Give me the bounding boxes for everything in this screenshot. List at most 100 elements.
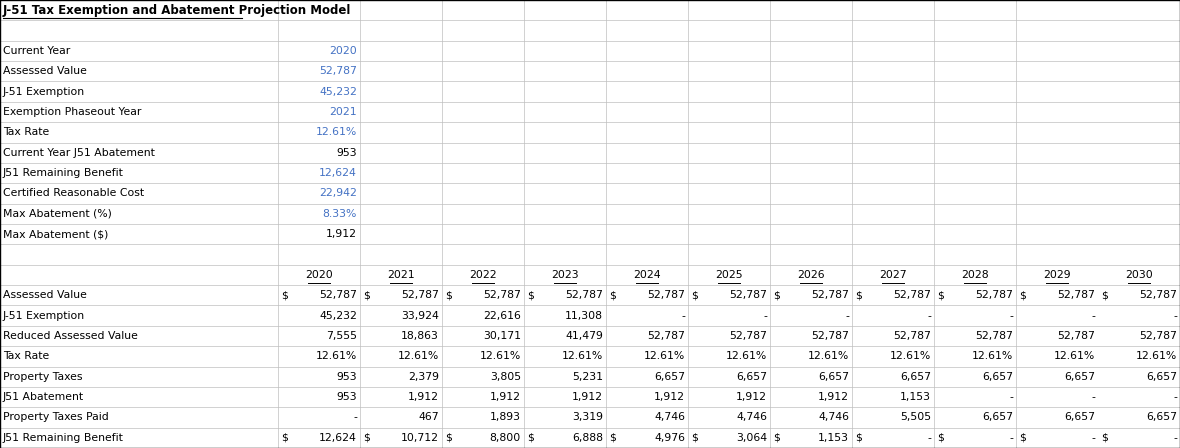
Text: 2,379: 2,379: [408, 372, 439, 382]
Text: 12.61%: 12.61%: [562, 351, 603, 362]
Text: $: $: [773, 433, 780, 443]
Text: $: $: [691, 433, 697, 443]
Text: 45,232: 45,232: [319, 86, 358, 97]
Text: 30,171: 30,171: [483, 331, 522, 341]
Text: -: -: [681, 310, 686, 321]
Text: 52,787: 52,787: [975, 290, 1012, 300]
Text: 12,624: 12,624: [319, 168, 358, 178]
Text: J-51 Exemption: J-51 Exemption: [4, 310, 85, 321]
Text: 6,657: 6,657: [982, 413, 1012, 422]
Text: 52,787: 52,787: [1139, 331, 1176, 341]
Text: 5,231: 5,231: [572, 372, 603, 382]
Text: 41,479: 41,479: [565, 331, 603, 341]
Text: $: $: [281, 290, 288, 300]
Text: 2028: 2028: [962, 270, 989, 280]
Text: 8.33%: 8.33%: [322, 209, 358, 219]
Text: 18,863: 18,863: [401, 331, 439, 341]
Text: 12.61%: 12.61%: [808, 351, 848, 362]
Text: -: -: [1009, 310, 1012, 321]
Text: 2025: 2025: [715, 270, 743, 280]
Text: 52,787: 52,787: [729, 290, 767, 300]
Text: 6,657: 6,657: [818, 372, 848, 382]
Text: J51 Remaining Benefit: J51 Remaining Benefit: [4, 433, 124, 443]
Text: 8,800: 8,800: [490, 433, 522, 443]
Text: 2022: 2022: [470, 270, 497, 280]
Text: $: $: [527, 290, 533, 300]
Text: 12.61%: 12.61%: [1135, 351, 1176, 362]
Text: 52,787: 52,787: [319, 290, 358, 300]
Text: 12.61%: 12.61%: [972, 351, 1012, 362]
Text: 12.61%: 12.61%: [316, 127, 358, 138]
Text: Max Abatement ($): Max Abatement ($): [4, 229, 109, 239]
Text: 52,787: 52,787: [1057, 331, 1095, 341]
Text: 6,657: 6,657: [900, 372, 931, 382]
Text: -: -: [1092, 310, 1095, 321]
Text: $: $: [363, 433, 369, 443]
Text: 12.61%: 12.61%: [726, 351, 767, 362]
Text: 1,912: 1,912: [654, 392, 686, 402]
Text: 52,787: 52,787: [319, 66, 358, 76]
Text: Certified Reasonable Cost: Certified Reasonable Cost: [4, 189, 144, 198]
Text: 6,657: 6,657: [1064, 413, 1095, 422]
Text: -: -: [1009, 392, 1012, 402]
Text: J51 Remaining Benefit: J51 Remaining Benefit: [4, 168, 124, 178]
Text: 1,912: 1,912: [408, 392, 439, 402]
Text: Current Year J51 Abatement: Current Year J51 Abatement: [4, 148, 155, 158]
Text: 2020: 2020: [306, 270, 333, 280]
Text: 1,153: 1,153: [818, 433, 848, 443]
Text: Max Abatement (%): Max Abatement (%): [4, 209, 112, 219]
Text: -: -: [1092, 392, 1095, 402]
Text: Current Year: Current Year: [4, 46, 71, 56]
Text: Property Taxes: Property Taxes: [4, 372, 83, 382]
Text: -: -: [927, 433, 931, 443]
Text: 12.61%: 12.61%: [644, 351, 686, 362]
Text: $: $: [527, 433, 533, 443]
Text: 52,787: 52,787: [893, 331, 931, 341]
Text: -: -: [353, 413, 358, 422]
Text: 1,153: 1,153: [900, 392, 931, 402]
Text: 52,787: 52,787: [1057, 290, 1095, 300]
Text: 2023: 2023: [551, 270, 579, 280]
Text: J-51 Exemption: J-51 Exemption: [4, 86, 85, 97]
Text: 3,805: 3,805: [490, 372, 522, 382]
Text: 4,976: 4,976: [654, 433, 686, 443]
Text: $: $: [609, 290, 616, 300]
Text: Assessed Value: Assessed Value: [4, 290, 87, 300]
Text: Reduced Assessed Value: Reduced Assessed Value: [4, 331, 138, 341]
Text: 52,787: 52,787: [565, 290, 603, 300]
Text: 2024: 2024: [634, 270, 661, 280]
Text: $: $: [445, 433, 452, 443]
Text: $: $: [1020, 290, 1025, 300]
Text: 52,787: 52,787: [729, 331, 767, 341]
Text: -: -: [927, 310, 931, 321]
Text: 12.61%: 12.61%: [480, 351, 522, 362]
Text: 52,787: 52,787: [1139, 290, 1176, 300]
Text: Exemption Phaseout Year: Exemption Phaseout Year: [4, 107, 142, 117]
Text: 52,787: 52,787: [811, 290, 848, 300]
Text: 4,746: 4,746: [654, 413, 686, 422]
Text: Property Taxes Paid: Property Taxes Paid: [4, 413, 109, 422]
Text: 52,787: 52,787: [811, 331, 848, 341]
Text: 22,616: 22,616: [483, 310, 522, 321]
Text: 2021: 2021: [329, 107, 358, 117]
Text: J-51 Tax Exemption and Abatement Projection Model: J-51 Tax Exemption and Abatement Project…: [4, 4, 352, 17]
Text: Tax Rate: Tax Rate: [4, 351, 50, 362]
Text: $: $: [1101, 290, 1108, 300]
Text: 2020: 2020: [329, 46, 358, 56]
Text: $: $: [445, 290, 452, 300]
Text: $: $: [609, 433, 616, 443]
Text: 52,787: 52,787: [647, 290, 686, 300]
Text: 45,232: 45,232: [319, 310, 358, 321]
Text: 3,064: 3,064: [736, 433, 767, 443]
Text: 33,924: 33,924: [401, 310, 439, 321]
Text: 1,893: 1,893: [490, 413, 522, 422]
Text: -: -: [1009, 433, 1012, 443]
Text: -: -: [845, 310, 848, 321]
Text: 1,912: 1,912: [490, 392, 522, 402]
Text: 2026: 2026: [798, 270, 825, 280]
Text: $: $: [1020, 433, 1025, 443]
Text: $: $: [856, 290, 861, 300]
Text: 52,787: 52,787: [647, 331, 686, 341]
Text: -: -: [1173, 433, 1176, 443]
Text: 52,787: 52,787: [401, 290, 439, 300]
